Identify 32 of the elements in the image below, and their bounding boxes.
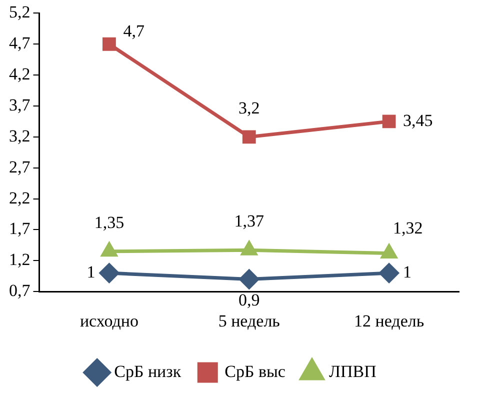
point: [99, 263, 119, 283]
data-label: 1,35: [94, 212, 124, 232]
data-label: 3,45: [403, 110, 433, 130]
y-tick-label: 1,7: [9, 219, 31, 238]
point: [242, 130, 256, 144]
y-tick-label: 3,2: [9, 126, 30, 146]
point: [239, 269, 259, 289]
legend-label: СрБ выс: [224, 362, 286, 381]
data-label: 4,7: [123, 22, 145, 41]
data-label: 3,2: [238, 98, 260, 118]
point: [382, 114, 396, 128]
data-label: 1,32: [393, 218, 423, 238]
y-tick-label: 3,7: [9, 95, 31, 114]
data-label: 1: [403, 262, 412, 282]
point: [101, 242, 118, 257]
data-label: 1,37: [234, 212, 264, 231]
data-label: 1: [86, 262, 96, 282]
y-tick-label: 4,2: [9, 64, 30, 84]
point: [379, 263, 399, 283]
point: [102, 37, 116, 51]
legend-label: ЛПВП: [328, 362, 376, 381]
y-tick-label: 1,2: [9, 250, 30, 270]
x-tick-label: 12 недель: [354, 311, 424, 330]
y-tick-label: 2,2: [9, 188, 30, 208]
data-label: 0,9: [238, 290, 260, 310]
y-tick-label: 4,7: [9, 34, 31, 53]
x-tick-label: 5 недель: [218, 311, 280, 330]
x-tick-label: исходно: [80, 311, 138, 330]
legend-label: СрБ низк: [114, 362, 182, 381]
y-tick-label: 5,2: [9, 2, 30, 22]
y-tick-label: 0,7: [9, 281, 31, 300]
y-tick-label: 2,7: [9, 157, 31, 176]
